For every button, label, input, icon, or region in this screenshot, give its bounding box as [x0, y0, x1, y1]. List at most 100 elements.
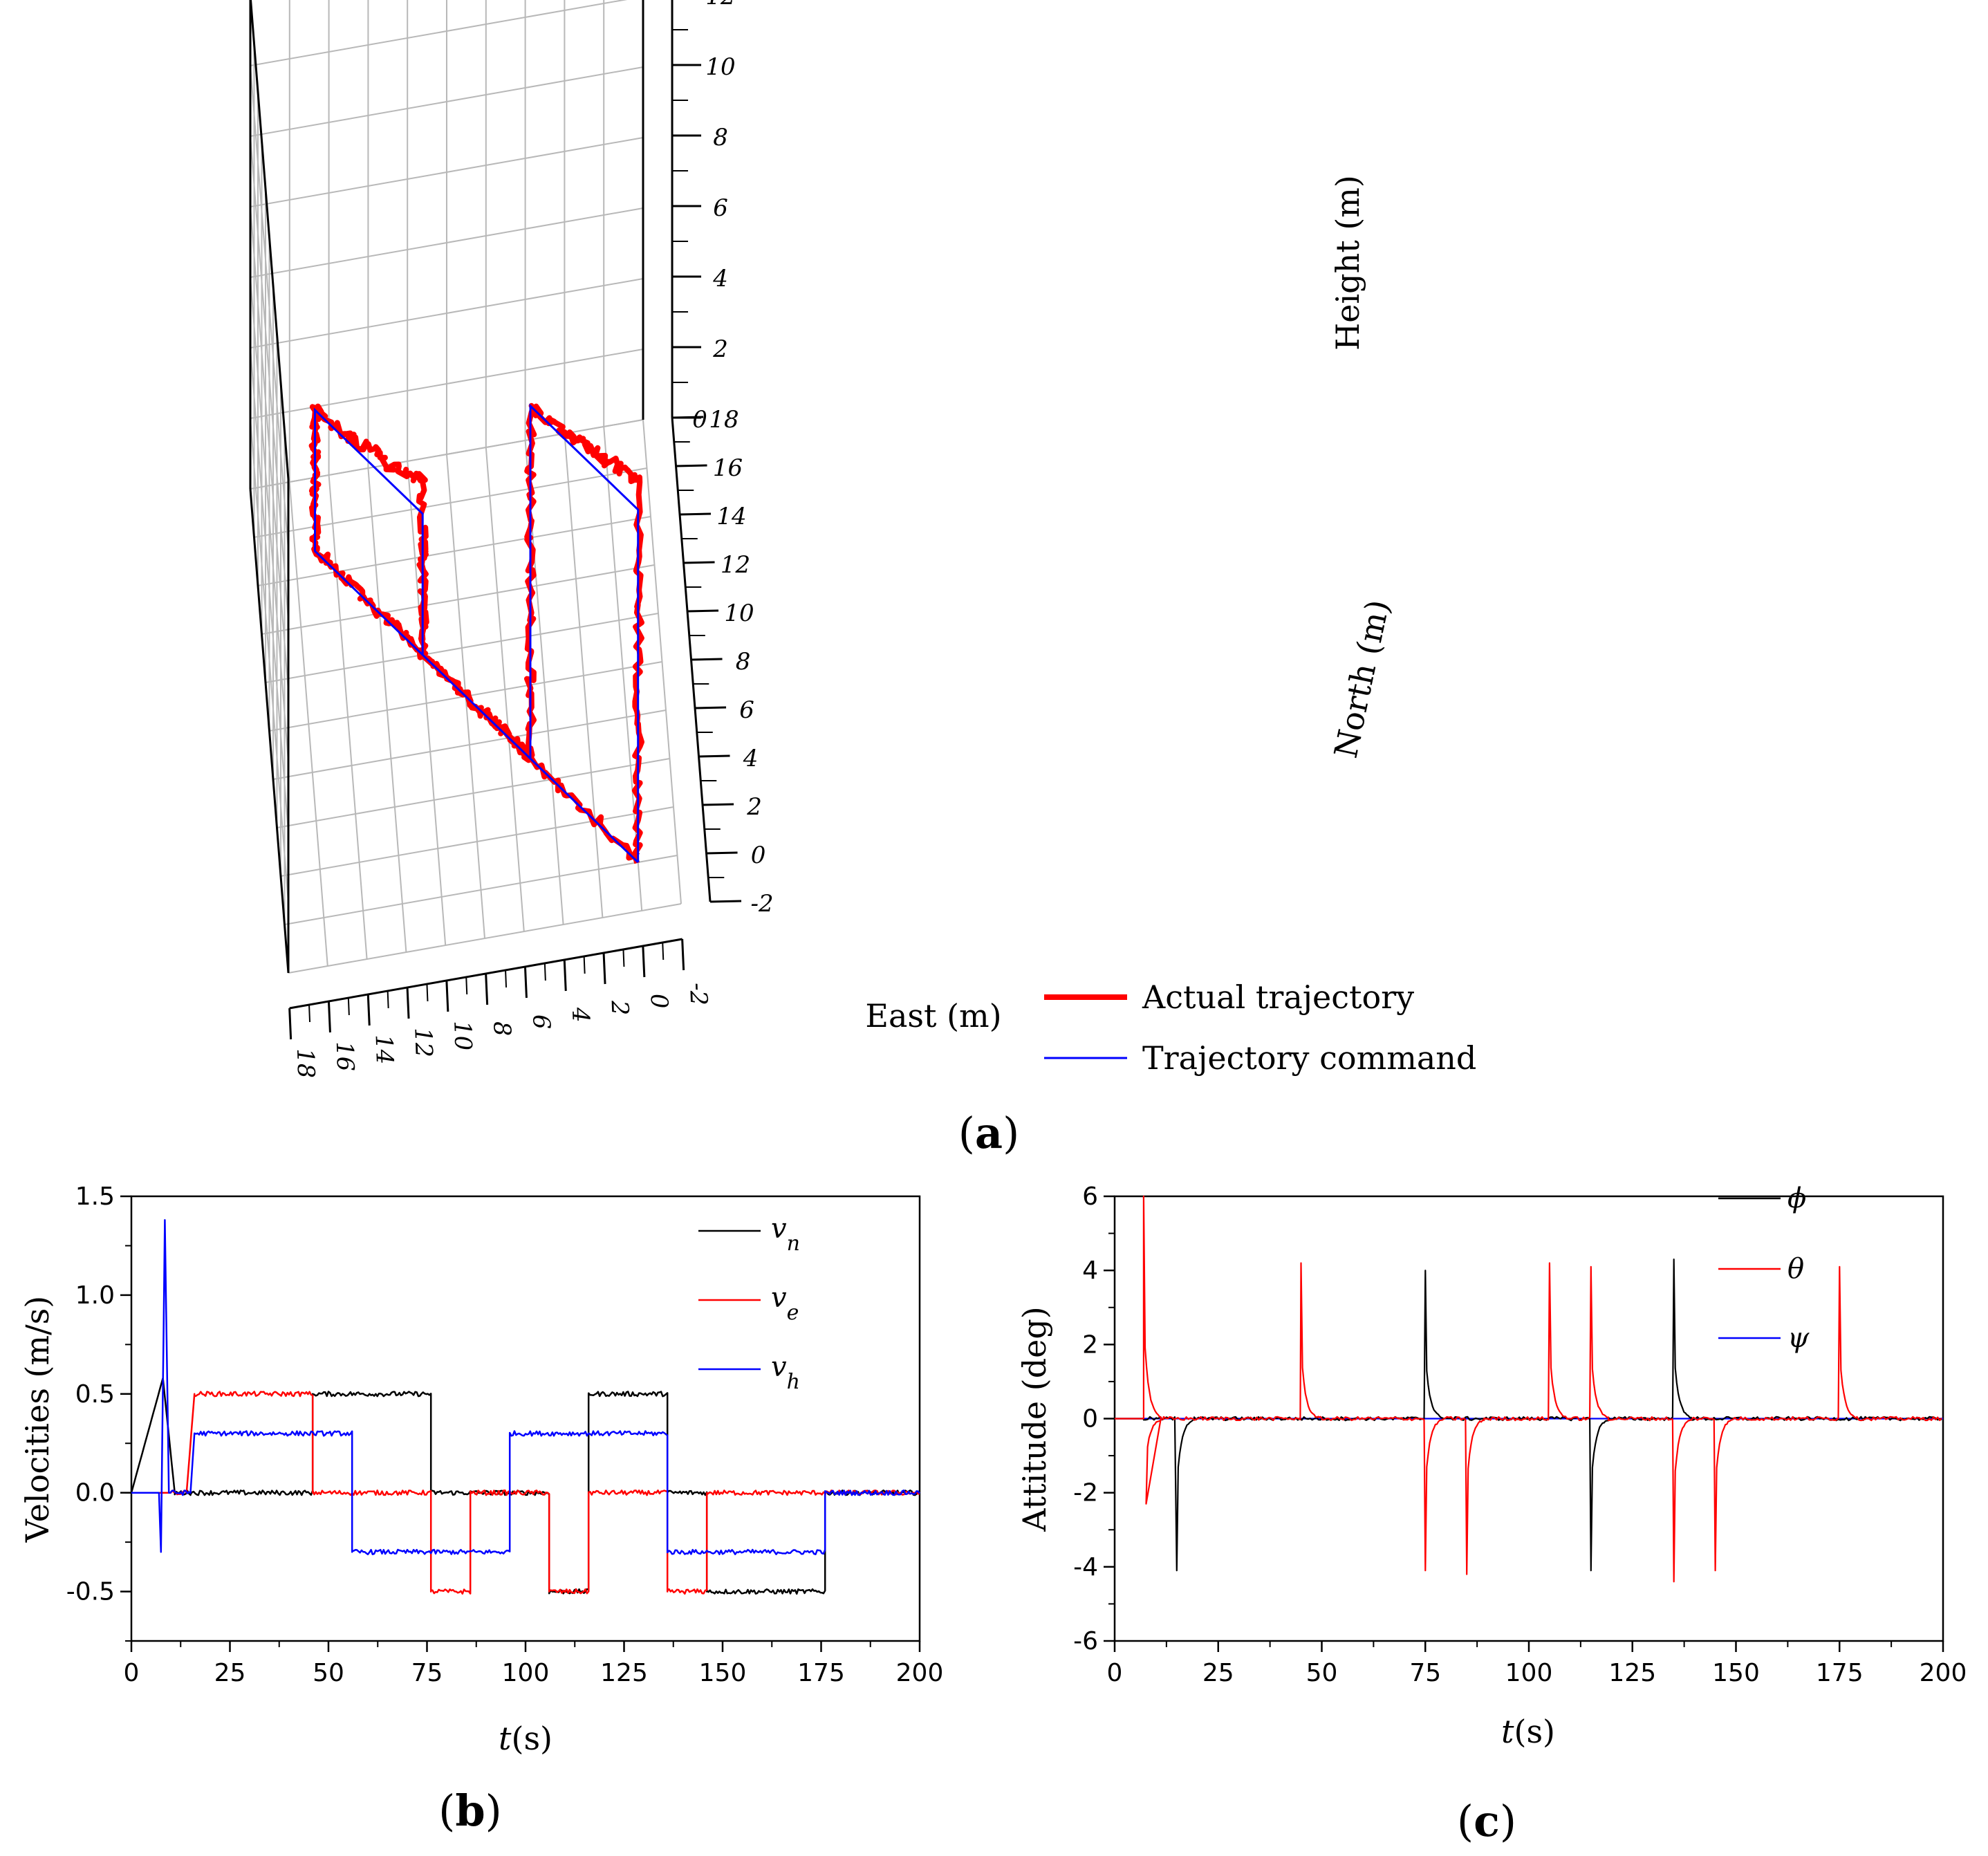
east-tick-label: 2 [606, 999, 634, 1016]
side-wall-grid-height [250, 65, 289, 550]
c-x-tick-label: 25 [1202, 1659, 1234, 1687]
trajectory-3d [308, 402, 644, 864]
legend-label-ve-main: v [771, 1282, 787, 1314]
c-y-tick-label: 4 [1082, 1256, 1098, 1285]
panel-label-b: (b) [438, 1785, 502, 1836]
back-wall-grid-height [250, 278, 644, 349]
east-minor-tick [387, 990, 389, 1009]
back-wall-grid-height [250, 137, 644, 207]
legend-label-vh-main: v [771, 1351, 787, 1383]
panel-b-velocities: 0 25 50 75 100 125 150 175 200 -0.5 0.0 0.5 1.0 1.5 V… [19, 1182, 943, 1836]
ticks-3d: 18 16 14 12 10 8 6 4 2 0 -2-2024681012141618024681… [288, 0, 774, 1079]
series-line-v_n [130, 1377, 920, 1595]
b-x-tick-label: 0 [124, 1659, 140, 1687]
height-axis-title: Height (m) [1329, 175, 1366, 351]
command-trajectory-line [314, 403, 640, 864]
north-tick [676, 464, 707, 467]
east-tick-label: -2 [684, 982, 712, 1006]
north-tick [695, 706, 727, 709]
north-tick-label: 4 [743, 745, 759, 772]
north-axis-title: North (m) [1327, 597, 1397, 761]
panel-label-a-letter: a [975, 1108, 1003, 1158]
b-x-tick-label: 175 [797, 1659, 845, 1687]
frame-edge-3d [250, 0, 290, 480]
east-tick [642, 945, 646, 978]
east-tick [523, 966, 528, 999]
height-tick-label: 0 [692, 406, 707, 434]
east-tick [563, 959, 567, 992]
floor-grid-north [284, 855, 678, 925]
east-tick-label: 10 [448, 1020, 476, 1051]
c-x-tick-label: 0 [1107, 1659, 1123, 1687]
floor-grid-north [288, 903, 682, 974]
back-wall-grid-height [250, 207, 644, 278]
panel-label-b-letter: b [455, 1785, 485, 1836]
east-tick [681, 938, 685, 971]
east-minor-tick [465, 976, 468, 995]
plot-frame-b [130, 1195, 921, 1642]
east-tick-label: 14 [370, 1034, 398, 1065]
east-minor-tick [505, 969, 508, 988]
north-tick-label: 0 [751, 842, 766, 869]
panel-a-3d-trajectory: 18 16 14 12 10 8 6 4 2 0 -2-2024681012141618024681… [249, 0, 1476, 1158]
height-tick-label: 8 [713, 124, 728, 151]
legend-label-theta: θ [1787, 1253, 1804, 1285]
c-x-tick-label: 150 [1712, 1659, 1760, 1687]
back-wall-grid-height [250, 0, 628, 66]
north-tick-label: 2 [746, 793, 762, 821]
legend-label-ve: ve [771, 1282, 799, 1325]
c-x-tick-label: 200 [1920, 1659, 1967, 1687]
north-tick [710, 900, 742, 903]
north-tick [683, 561, 715, 564]
east-tick-label: 0 [644, 993, 673, 1009]
east-tick-label: 16 [331, 1041, 359, 1072]
c-y-tick-label: -4 [1073, 1553, 1098, 1581]
height-tick-label: 4 [712, 265, 728, 293]
panel-label-c: (c) [1457, 1796, 1516, 1846]
series-line-theta [1115, 1195, 1943, 1583]
east-tick [445, 980, 449, 1012]
side-wall-grid-height [250, 347, 289, 833]
floor-grid-north [280, 806, 674, 877]
c-y-tick-label: 6 [1082, 1182, 1098, 1211]
panel-label-a: (a) [958, 1108, 1020, 1158]
legend-label-psi: ψ [1787, 1322, 1810, 1354]
c-y-tick-label: 0 [1082, 1405, 1098, 1433]
legend-label-phi: ϕ [1787, 1182, 1806, 1214]
height-tick-label: 12 [705, 0, 735, 10]
x-axis-title-c-t: t [1501, 1713, 1514, 1750]
b-x-tick-label: 100 [502, 1659, 550, 1687]
y-axis-title-b: Velocities (m/s) [19, 1296, 56, 1543]
height-tick-label: 10 [705, 53, 735, 81]
legend-b: vn ve vh [698, 1213, 800, 1394]
east-tick [327, 1001, 331, 1033]
axes-c: 0 25 50 75 100 125 150 175 200 -6 -4 -2 0 2 4 6 [1073, 1182, 1967, 1687]
back-wall-grid-height [250, 66, 644, 137]
legend-label-vn: vn [771, 1213, 800, 1256]
north-tick-label: 6 [739, 696, 754, 724]
b-x-tick-label: 125 [600, 1659, 648, 1687]
east-minor-tick [308, 1004, 311, 1023]
east-tick-label: 18 [291, 1048, 319, 1079]
series-c [1115, 1195, 1943, 1583]
floor-grid-north [265, 613, 659, 683]
east-minor-tick [544, 963, 546, 981]
floor-grid-north [277, 758, 670, 828]
b-x-tick-label: 150 [699, 1659, 747, 1687]
legend-label-ve-sub: e [787, 1301, 799, 1325]
c-x-tick-label: 100 [1505, 1659, 1553, 1687]
c-y-tick-label: -6 [1073, 1627, 1098, 1655]
series-line-phi [1115, 1259, 1942, 1572]
axes-b: 0 25 50 75 100 125 150 175 200 -0.5 0.0 0.5 1.0 1.5 [66, 1182, 944, 1687]
north-tick [698, 754, 730, 758]
b-y-tick-label: 1.0 [75, 1281, 115, 1310]
actual-trajectory-line [308, 402, 644, 864]
height-tick-label: 6 [713, 194, 728, 222]
side-wall-grid-height [250, 418, 289, 903]
series-b [130, 1219, 920, 1595]
floor-grid-north [272, 709, 667, 780]
b-x-tick-label: 200 [896, 1659, 944, 1687]
east-tick-label: 8 [487, 1021, 516, 1037]
north-tick-label: 12 [721, 551, 750, 579]
north-tick [703, 803, 734, 806]
